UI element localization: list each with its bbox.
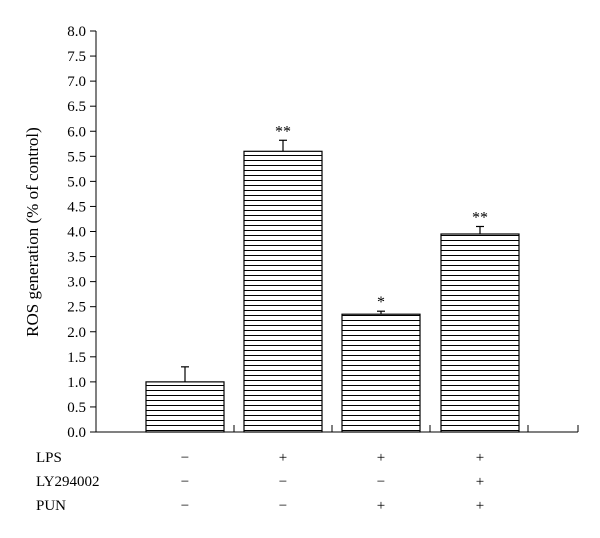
y-tick-label: 2.5 <box>67 300 86 316</box>
bars: ***** <box>145 123 520 433</box>
y-tick-label: 7.0 <box>67 74 86 90</box>
y-tick-label: 0.0 <box>67 425 86 441</box>
significance-label: * <box>377 294 385 311</box>
y-tick-label: 6.5 <box>67 99 86 115</box>
treatment-sign: + <box>279 450 287 466</box>
y-tick-label: 5.0 <box>67 174 86 190</box>
y-tick-label: 6.0 <box>67 124 86 140</box>
treatment-sign: − <box>181 450 189 466</box>
y-tick-label: 0.5 <box>67 400 86 416</box>
treatment-sign: + <box>476 474 484 490</box>
treatment-sign: + <box>377 450 385 466</box>
bar <box>145 381 225 433</box>
y-axis-label: ROS generation (% of control) <box>23 127 42 337</box>
treatment-table: LPS − + + + LY294002 − − − + PUN − − + + <box>36 450 484 514</box>
treatment-sign: + <box>476 450 484 466</box>
y-tick-label: 8.0 <box>67 24 86 40</box>
y-tick-label: 5.5 <box>67 149 86 165</box>
treatment-sign: − <box>181 498 189 514</box>
bar <box>341 313 421 433</box>
significance-label: ** <box>275 123 291 140</box>
treatment-sign: − <box>377 474 385 490</box>
bar <box>440 233 520 433</box>
treatment-sign: + <box>377 498 385 514</box>
y-tick-label: 1.0 <box>67 375 86 391</box>
y-tick-label: 3.5 <box>67 250 86 266</box>
y-tick-label: 3.0 <box>67 275 86 291</box>
bar <box>243 150 323 433</box>
y-tick-label: 4.5 <box>67 199 86 215</box>
y-tick-label: 4.0 <box>67 225 86 241</box>
treatment-label: PUN <box>36 498 66 514</box>
treatment-sign: − <box>279 498 287 514</box>
treatment-label: LPS <box>36 450 62 466</box>
treatment-label: LY294002 <box>36 474 100 490</box>
treatment-sign: − <box>279 474 287 490</box>
y-axis: 0.0 0.5 1.0 1.5 2.0 2.5 3.0 3.5 4.0 4.5 5.0 5.5 6.0 6… <box>67 24 97 441</box>
y-tick-label: 2.0 <box>67 325 86 341</box>
y-tick-label: 1.5 <box>67 350 86 366</box>
treatment-sign: + <box>476 498 484 514</box>
significance-label: ** <box>472 209 488 226</box>
y-tick-label: 7.5 <box>67 49 86 65</box>
treatment-sign: − <box>181 474 189 490</box>
